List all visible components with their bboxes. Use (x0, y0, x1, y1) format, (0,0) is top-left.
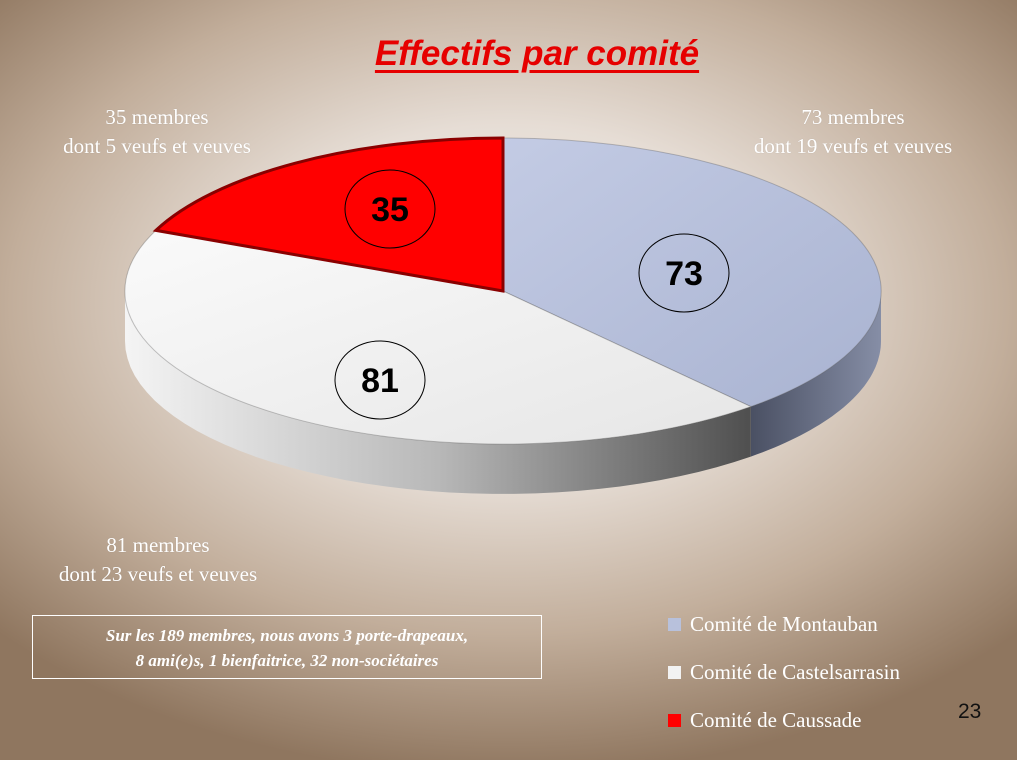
members-note-line2: 8 ami(e)s, 1 bienfaitrice, 32 non-sociét… (135, 651, 439, 670)
members-note: Sur les 189 membres, nous avons 3 porte-… (32, 615, 542, 679)
annotation-montauban-line1: 73 membres (801, 105, 905, 129)
legend-item-caussade: Comité de Caussade (668, 696, 900, 744)
pie-data-labels: 73 81 35 (334, 169, 730, 420)
data-label-circle-castelsarrasin (334, 340, 426, 420)
data-label-caussade: 35 (371, 191, 409, 229)
legend-swatch-caussade (668, 713, 681, 727)
legend-label-castelsarrasin: Comité de Castelsarrasin (690, 659, 900, 684)
annotation-caussade-line2: dont 5 veufs et veuves (63, 134, 251, 158)
annotation-castelsarrasin: 81 membres dont 23 veufs et veuves (0, 531, 328, 589)
chart-title: Effectifs par comité (374, 34, 700, 73)
legend-label-montauban: Comité de Montauban (690, 611, 878, 636)
pie-side-castelsarrasin (125, 291, 751, 494)
data-label-circle-caussade (344, 169, 436, 249)
pie-slice-montauban (502, 137, 882, 408)
legend-swatch-montauban (668, 617, 681, 631)
legend-label-caussade: Comité de Caussade (690, 707, 862, 732)
members-note-line1: Sur les 189 membres, nous avons 3 porte-… (105, 626, 469, 645)
pie-slice-castelsarrasin (124, 229, 753, 445)
pie-slices (124, 136, 882, 445)
legend-item-montauban: Comité de Montauban (668, 600, 900, 648)
legend-swatch-castelsarrasin (668, 665, 681, 679)
pie-side-walls (125, 291, 881, 494)
annotation-castelsarrasin-line2: dont 23 veufs et veuves (58, 562, 258, 586)
annotation-montauban: 73 membres dont 19 veufs et veuves (683, 103, 1017, 161)
pie-slice-caussade (152, 136, 505, 293)
data-label-circle-montauban (638, 233, 730, 313)
data-label-montauban: 73 (665, 255, 703, 293)
annotation-castelsarrasin-line1: 81 membres (106, 533, 210, 557)
page-number: 23 (958, 700, 982, 723)
legend-item-castelsarrasin: Comité de Castelsarrasin (668, 648, 900, 696)
pie-side-montauban (750, 291, 881, 457)
annotation-montauban-line2: dont 19 veufs et veuves (753, 134, 953, 158)
data-label-castelsarrasin: 81 (361, 362, 399, 400)
annotation-caussade-line1: 35 membres (105, 105, 209, 129)
chart-legend: Comité de Montauban Comité de Castelsarr… (668, 600, 900, 744)
annotation-caussade: 35 membres dont 5 veufs et veuves (0, 103, 327, 161)
